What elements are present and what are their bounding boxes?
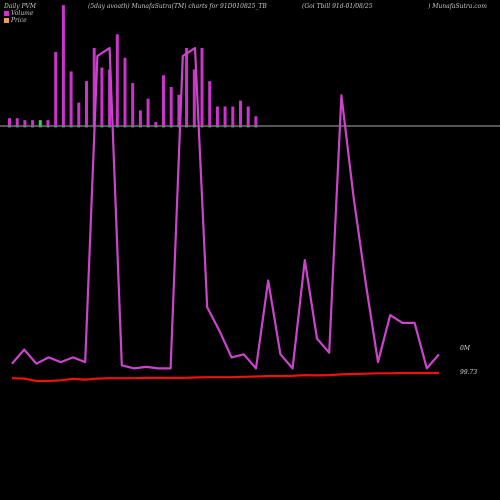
volume-bar xyxy=(38,120,42,126)
volume-bar xyxy=(54,51,58,126)
volume-bar xyxy=(23,120,27,126)
volume-bar xyxy=(100,67,104,126)
volume-bar-tick xyxy=(54,126,58,128)
volume-bar-tick xyxy=(208,126,212,128)
volume-bar-tick xyxy=(215,126,219,128)
volume-bar-tick xyxy=(177,126,181,128)
volume-bar xyxy=(123,57,127,126)
legend-price: Price xyxy=(4,17,27,24)
volume-bar xyxy=(146,98,150,126)
volume-bar-tick xyxy=(85,126,88,128)
volume-bar-tick xyxy=(146,126,150,128)
header-left: Daily PVM xyxy=(4,3,37,10)
volume-line xyxy=(11,47,440,370)
volume-bar xyxy=(162,75,165,126)
volume-bar-tick xyxy=(239,126,242,128)
volume-current-label: 0M xyxy=(460,345,471,352)
volume-bar-tick xyxy=(38,126,42,128)
volume-bar xyxy=(200,48,204,126)
volume-bar-tick xyxy=(115,126,119,128)
volume-bar xyxy=(108,69,112,126)
header-title: (5day avoath) MunafaSutra(TM) charts for… xyxy=(88,3,267,10)
volume-bar-tick xyxy=(231,126,235,128)
volume-bar xyxy=(215,106,219,126)
volume-bar-tick xyxy=(192,126,196,128)
price-current-label: 99.73 xyxy=(460,369,477,376)
volume-bar-tick xyxy=(61,126,65,128)
volume-bar xyxy=(185,48,189,126)
volume-bar-tick xyxy=(223,126,227,128)
volume-bar xyxy=(69,71,73,126)
price-line xyxy=(11,371,439,383)
volume-bar xyxy=(138,110,142,126)
volume-bar xyxy=(254,116,258,126)
legend-price-swatch xyxy=(4,18,9,23)
volume-bar-tick xyxy=(23,126,27,128)
volume-bar-tick xyxy=(131,126,135,128)
volume-bar xyxy=(8,118,11,126)
volume-bar xyxy=(246,106,250,126)
volume-bar xyxy=(15,118,19,126)
volume-bar-tick xyxy=(162,126,165,128)
volume-bar xyxy=(154,122,158,126)
volume-bar xyxy=(85,81,88,126)
volume-bar-tick xyxy=(69,126,73,128)
volume-bar-tick xyxy=(185,126,189,128)
volume-bar-tick xyxy=(123,126,127,128)
volume-bar-tick xyxy=(169,126,173,128)
volume-bar xyxy=(169,87,173,126)
volume-bar xyxy=(131,83,135,126)
legend-volume-swatch xyxy=(4,11,9,16)
legend-price-label: Price xyxy=(11,17,27,24)
volume-bar xyxy=(115,34,119,126)
legend-volume-label: Volume xyxy=(11,10,34,17)
volume-bar-tick xyxy=(246,126,250,128)
volume-bar-tick xyxy=(100,126,104,128)
volume-bar xyxy=(231,106,235,126)
volume-bar-tick xyxy=(154,126,158,128)
volume-bar-tick xyxy=(15,126,19,128)
header-instrument: (Goi Tbill 91d-01/08/25 xyxy=(302,3,373,10)
volume-bar xyxy=(46,120,50,126)
volume-bar xyxy=(223,106,227,126)
legend-volume: Volume xyxy=(4,10,33,17)
volume-bar-tick xyxy=(254,126,258,128)
volume-bar-tick xyxy=(31,126,35,128)
volume-bar xyxy=(192,69,196,126)
volume-bar xyxy=(177,94,181,126)
volume-bar xyxy=(239,100,242,126)
volume-bar-tick xyxy=(108,126,112,128)
volume-bar xyxy=(92,48,96,126)
volume-bar xyxy=(208,81,212,126)
volume-bar-tick xyxy=(46,126,50,128)
volume-bar xyxy=(61,5,65,127)
volume-bar xyxy=(77,102,81,126)
volume-bar-tick xyxy=(77,126,81,128)
volume-bar-tick xyxy=(138,126,142,128)
volume-bar xyxy=(31,120,35,126)
volume-bar-tick xyxy=(200,126,204,128)
volume-bar-tick xyxy=(8,126,11,128)
header-site: ) MunafaSutra.com xyxy=(428,3,487,10)
